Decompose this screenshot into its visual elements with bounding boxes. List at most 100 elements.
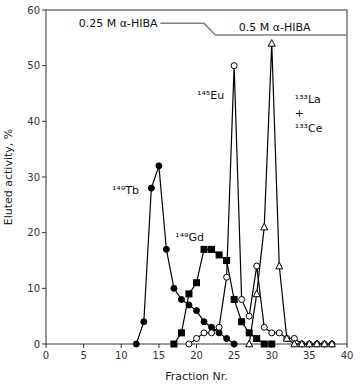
point [239, 319, 245, 325]
x-tick-label: 15 [153, 350, 166, 361]
chart: 0 5 10 15 20 25 30 35 40 0 10 20 30 40 50 60 Fraction Nr… [0, 0, 361, 388]
point [269, 330, 275, 336]
x-tick-label: 10 [115, 350, 128, 361]
point [201, 246, 207, 252]
y-tick-label: 50 [27, 60, 40, 71]
point [283, 335, 290, 342]
y-tick [42, 288, 46, 289]
point [329, 341, 335, 347]
point [186, 341, 192, 347]
axes: 0 5 10 15 20 25 30 35 40 0 10 20 30 40 50 60 [27, 5, 353, 362]
y-tick-label: 20 [27, 227, 40, 238]
point [209, 246, 215, 252]
x-tick [196, 344, 197, 348]
y-tick-label: 0 [34, 339, 40, 350]
y-tick-label: 30 [27, 172, 40, 183]
y-tick-label: 10 [27, 283, 40, 294]
y-tick-label: 60 [27, 5, 40, 16]
point [239, 296, 245, 302]
annotation: ¹³³La+¹³³Ce [295, 93, 323, 135]
point [178, 296, 184, 302]
point [254, 263, 260, 269]
point [148, 185, 154, 191]
y-tick [42, 232, 46, 233]
point [171, 285, 177, 291]
x-tick-label: 0 [43, 350, 49, 361]
point [231, 63, 237, 69]
point [194, 280, 200, 286]
point [171, 341, 177, 347]
point [291, 340, 298, 347]
x-tick-label: 35 [303, 350, 316, 361]
y-tick [42, 121, 46, 122]
point [314, 341, 320, 347]
annotation: 0.25 M α-HIBA [79, 17, 158, 30]
series-line [189, 66, 332, 344]
point [156, 163, 162, 169]
annotation: ¹⁴⁹Tb [112, 184, 139, 197]
point [321, 341, 327, 347]
annotations: ¹⁴⁹Tb ¹⁴⁹Gd ¹⁴⁵Eu ¹³³La+¹³³Ce 0.25 M α-HIBA 0… [79, 17, 323, 245]
point [284, 335, 290, 341]
point [269, 341, 275, 347]
x-tick [121, 344, 122, 348]
x-tick-label: 5 [80, 350, 86, 361]
point [186, 291, 192, 297]
point [328, 340, 335, 347]
point [216, 252, 222, 258]
point [178, 330, 184, 336]
series-line [249, 43, 332, 344]
point [231, 341, 237, 347]
x-tick [158, 344, 159, 348]
point [276, 330, 282, 336]
point [306, 340, 313, 347]
x-tick-label: 30 [265, 350, 278, 361]
point [246, 313, 252, 319]
point [313, 340, 320, 347]
point [224, 274, 230, 280]
series-group [133, 40, 335, 347]
point [268, 40, 275, 47]
point [133, 341, 139, 347]
y-axis-label: Eluted activity, % [2, 129, 15, 226]
x-tick [347, 344, 348, 348]
annotation: ¹⁴⁵Eu [197, 89, 224, 102]
point [276, 262, 283, 269]
point [224, 258, 230, 264]
point [246, 330, 252, 336]
series-line [136, 166, 234, 344]
point [261, 324, 267, 330]
x-tick [83, 344, 84, 348]
point [194, 335, 200, 341]
y-tick [42, 344, 46, 345]
point [298, 340, 305, 347]
x-tick-label: 40 [341, 350, 354, 361]
point [224, 335, 230, 341]
point [246, 340, 253, 347]
y-tick [42, 10, 46, 11]
point [209, 330, 215, 336]
point [261, 223, 268, 230]
x-tick-label: 20 [190, 350, 203, 361]
point [186, 302, 192, 308]
x-tick-label: 25 [228, 350, 241, 361]
point [201, 330, 207, 336]
x-axis-label: Fraction Nr. [165, 370, 228, 383]
point [254, 335, 260, 341]
plot-frame [46, 10, 347, 344]
x-tick [46, 344, 47, 348]
y-tick [42, 65, 46, 66]
point [194, 308, 200, 314]
point [306, 341, 312, 347]
annotation: ¹⁴⁹Gd [175, 231, 204, 244]
annotation: 0.5 M α-HIBA [239, 21, 311, 34]
point [141, 319, 147, 325]
point [231, 296, 237, 302]
y-tick [42, 177, 46, 178]
y-tick-label: 40 [27, 116, 40, 127]
point [201, 319, 207, 325]
point [299, 341, 305, 347]
point [261, 341, 267, 347]
point [216, 324, 222, 330]
point [253, 290, 260, 297]
